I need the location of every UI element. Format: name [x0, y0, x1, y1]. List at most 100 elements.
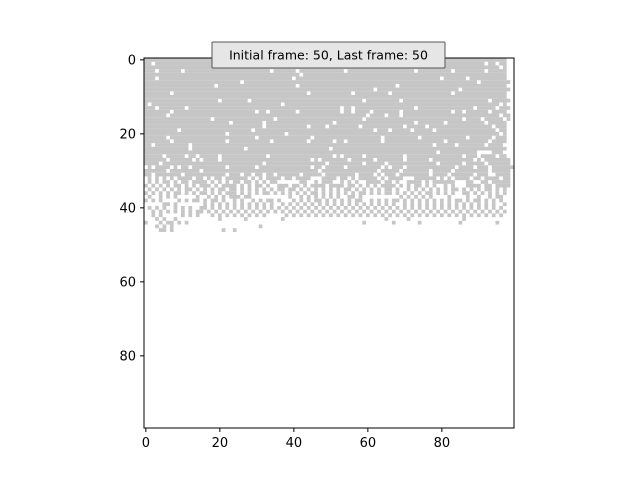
heatmap-cell-run [406, 157, 429, 162]
heatmap-cell-run [314, 194, 318, 199]
heatmap-cell-run [469, 76, 507, 81]
heatmap-cell-run [210, 187, 215, 192]
heatmap-cell-run [377, 87, 459, 92]
heatmap-cell-run [477, 165, 489, 170]
heatmap-cell-run [144, 183, 148, 188]
heatmap-cell-run [373, 206, 378, 210]
heatmap-cell-run [262, 206, 267, 210]
heatmap-cell-run [295, 209, 300, 214]
heatmap-cell-run [502, 191, 507, 195]
heatmap-cell-run [502, 65, 507, 70]
heatmap-cell-run [310, 183, 326, 188]
x-tick-label: 80 [434, 436, 451, 451]
heatmap-cell-run [366, 183, 370, 188]
heatmap-cell-run [232, 213, 237, 218]
heatmap-cell-run [391, 220, 396, 225]
heatmap-cell-run [144, 95, 507, 99]
heatmap-cell-run [303, 72, 507, 77]
heatmap-cell-run [488, 120, 507, 125]
heatmap-cell-run [436, 187, 441, 192]
heatmap-cell-run [155, 61, 215, 66]
heatmap-cell-run [373, 183, 378, 188]
heatmap-cell-run [414, 209, 418, 214]
heatmap-cell-run [465, 154, 478, 158]
heatmap-cell-run [158, 209, 163, 214]
heatmap-cell-run [447, 213, 452, 218]
heatmap-cell-run [436, 128, 496, 133]
heatmap-cell-run [406, 154, 463, 158]
heatmap-cell-run [277, 206, 281, 210]
heatmap-cell-run [495, 194, 503, 199]
heatmap-cell-run [336, 194, 341, 199]
heatmap-cell-run [169, 135, 256, 140]
heatmap-cell-run [240, 206, 244, 210]
heatmap-cell-run [336, 154, 341, 158]
heatmap-cell-run [443, 209, 448, 214]
heatmap-cell-run [436, 209, 441, 214]
heatmap-cell-run [340, 180, 344, 184]
heatmap-cell-run [155, 176, 159, 181]
heatmap-cell-run [214, 209, 219, 214]
heatmap-cell-run [421, 135, 466, 140]
heatmap-cell-run [240, 187, 244, 192]
heatmap-cell-run [417, 198, 422, 203]
heatmap-cell-run [299, 180, 307, 184]
heatmap-cell-run [273, 191, 278, 195]
heatmap-cell-run [336, 120, 415, 125]
title-box: Initial frame: 50, Last frame: 50 [211, 41, 446, 69]
heatmap-cell-run [495, 183, 511, 188]
heatmap-cell-run [225, 206, 230, 210]
heatmap-cell-run [258, 176, 263, 181]
heatmap-cell-run [203, 169, 318, 173]
heatmap-cell-run [292, 213, 296, 218]
heatmap-cell-run [325, 202, 330, 207]
heatmap-cell-run [480, 209, 485, 214]
heatmap-cell-run [255, 206, 259, 210]
heatmap-cell-run [273, 69, 296, 73]
heatmap-cell-run [162, 202, 170, 207]
heatmap-cell-run [273, 209, 278, 214]
heatmap-cell-run [484, 117, 503, 121]
heatmap-cell-run [218, 217, 222, 221]
heatmap-cell-run [229, 187, 237, 192]
heatmap-cell-run [484, 206, 489, 210]
heatmap-cell-run [284, 102, 500, 107]
heatmap-cell-run [188, 106, 341, 110]
heatmap-cell-run [391, 165, 404, 170]
heatmap-cell-run [288, 202, 293, 207]
heatmap-cell-run [502, 209, 507, 214]
heatmap-cell-run [144, 154, 163, 158]
heatmap-cell-run [321, 187, 326, 192]
heatmap-cell-run [218, 202, 222, 207]
heatmap-cell-run [403, 113, 500, 118]
heatmap-cell-run [144, 143, 152, 147]
heatmap-cell-run [184, 183, 189, 188]
heatmap-cell-run [380, 169, 400, 173]
heatmap-cell-run [144, 102, 148, 107]
heatmap-cell-run [495, 187, 500, 192]
heatmap-cell-run [336, 191, 341, 195]
heatmap-cell-run [221, 209, 226, 214]
heatmap-cell-run [369, 209, 374, 214]
heatmap-cell-run [192, 198, 200, 203]
heatmap-cell-run [314, 198, 322, 203]
heatmap-cell-run [432, 180, 455, 184]
heatmap-cell-run [502, 176, 511, 181]
heatmap-cell-run [306, 206, 311, 210]
heatmap-cell-run [388, 206, 392, 210]
heatmap-cell-run [425, 191, 433, 195]
heatmap-cell-run [144, 191, 148, 195]
heatmap-cell-run [388, 113, 400, 118]
heatmap-cell-run [473, 191, 478, 195]
heatmap-cell-run [395, 213, 400, 218]
heatmap-cell-run [195, 176, 204, 181]
heatmap-cell-run [491, 213, 496, 218]
heatmap-cell-run [358, 172, 374, 177]
heatmap-cell-run [425, 202, 429, 207]
heatmap-cell-run [336, 139, 344, 144]
heatmap-cell-run [329, 191, 333, 195]
heatmap-cell-run [358, 176, 378, 181]
heatmap-cell-run [173, 209, 178, 214]
heatmap-cell-run [269, 154, 333, 158]
heatmap-cell-run [173, 217, 178, 221]
